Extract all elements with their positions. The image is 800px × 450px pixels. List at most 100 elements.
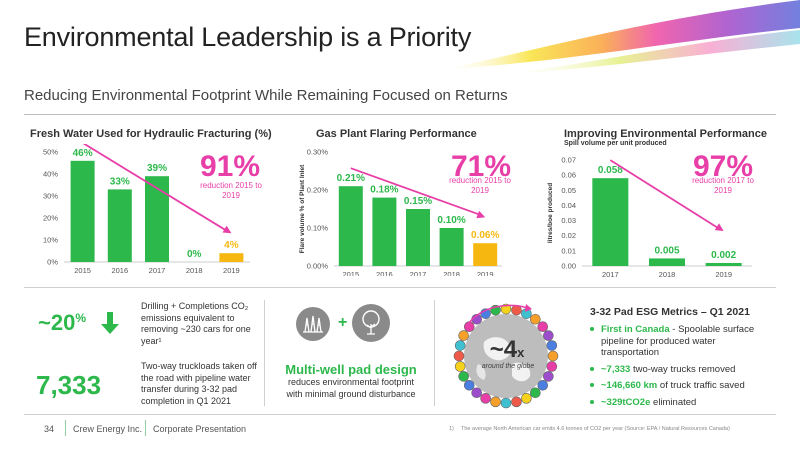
y-axis-label: litres/boe produced (547, 183, 554, 243)
chart-fresh-water: 0% 10% 20% 30% 40% 50% 46% 2015 33% 2016 39% 2017 0%… (43, 144, 250, 275)
globe-pipeline-illustration (453, 303, 559, 409)
well-pad-icon (296, 307, 330, 341)
globe-value: ~4 (489, 336, 518, 363)
y-tick-label: 50% (43, 148, 58, 157)
trend-arrow (609, 159, 721, 230)
data-label: 39% (147, 163, 167, 174)
header-divider (24, 114, 776, 115)
y-tick-label: 0.10% (307, 224, 329, 233)
trend-arrow (82, 144, 228, 232)
water-reduction-pct: 91% (199, 150, 261, 183)
data-label: 33% (110, 176, 130, 187)
trucks-metric-text: Two-way truckloads taken off the road wi… (141, 361, 257, 406)
esg-item-bold: First in Canada (601, 324, 670, 335)
data-label: 0.058 (598, 165, 623, 176)
flaring-reduction-pct: 71% (450, 150, 512, 183)
trucks-metric-value: 7,333 (36, 370, 102, 400)
pipeline-ring (453, 303, 559, 409)
bar (70, 160, 95, 262)
rainbow-swoosh-decoration (440, 0, 800, 75)
trend-arrow-head (222, 225, 232, 234)
metrics-divider-2 (434, 300, 435, 406)
x-tick-label: 2017 (149, 266, 166, 275)
y-tick-label: 30% (43, 192, 58, 201)
spill-reduction-pct: 97% (692, 150, 754, 183)
y-tick-label: 0.04 (561, 201, 576, 210)
esg-item-bold: ~329tCO2e (601, 396, 651, 408)
trend-arrow (350, 167, 482, 217)
bar (338, 186, 363, 266)
x-tick-label: 2017 (410, 270, 427, 276)
bar (649, 258, 685, 266)
y-tick-label: 0.30% (307, 148, 329, 157)
section-divider (24, 287, 776, 288)
co2-value: ~20 (38, 310, 76, 335)
bar (372, 197, 397, 266)
water-reduction-note: reduction 2015 to 2019 (200, 181, 262, 200)
chart-spill-title: Improving Environmental Performance (564, 128, 767, 140)
co2-metric-text: Drilling + Completions CO₂ emissions equ… (141, 301, 251, 346)
bar (107, 189, 132, 262)
y-tick-label: 20% (43, 214, 58, 223)
chart-spill-subtitle: Spill volume per unit produced (564, 140, 667, 147)
plus-sign: + (338, 314, 348, 331)
x-tick-label: 2017 (602, 270, 619, 279)
footer-sep-2 (145, 420, 146, 436)
trend-arrow-head (714, 223, 724, 231)
esg-item: ~146,660 km of truck traffic saved (590, 380, 776, 392)
chart-gas-flaring: 0.00% 0.10% 0.20% 0.30%Flare volume % of Pl… (299, 148, 502, 276)
page-title: Environmental Leadership is a Priority (24, 22, 472, 52)
pipeline-bead (511, 396, 522, 408)
esg-title: 3-32 Pad ESG Metrics – Q1 2021 (590, 306, 750, 318)
pipeline-bead (537, 380, 549, 391)
data-label: 0.15% (404, 196, 432, 207)
pipeline-bead (463, 380, 475, 391)
pipeline-bead (458, 371, 469, 382)
x-tick-label: 2019 (715, 270, 732, 279)
data-label: 0.005 (654, 245, 679, 256)
data-label: 0.10% (437, 215, 465, 226)
chart-flaring-title: Gas Plant Flaring Performance (316, 128, 477, 140)
page-number: 34 (44, 424, 55, 434)
y-tick-label: 0.00 (561, 262, 576, 271)
pipeline-bead (490, 396, 501, 408)
footnote-number: 1) (449, 426, 454, 432)
x-tick-label: 2018 (186, 266, 203, 275)
pipeline-bead (480, 393, 491, 404)
pipeline-bead (547, 350, 559, 362)
footnote-text: The average North American car emits 4.6… (461, 426, 730, 432)
metrics-divider-1 (264, 300, 265, 406)
y-tick-label: 0.02 (561, 231, 576, 240)
y-tick-label: 0.06 (561, 171, 576, 180)
x-tick-label: 2016 (376, 270, 393, 276)
globe-multiplier: ~4x (472, 336, 542, 364)
bar (219, 253, 244, 262)
esg-item-bold: ~146,660 km (601, 380, 658, 391)
co2-unit: % (75, 311, 86, 325)
pipeline-bead (471, 387, 482, 399)
pipeline-bead (543, 371, 554, 382)
x-tick-label: 2019 (223, 266, 240, 275)
footer-divider (24, 414, 776, 415)
pad-title: Multi-well pad design (285, 362, 417, 377)
x-tick-label: 2015 (342, 270, 359, 276)
x-tick-label: 2018 (659, 270, 676, 279)
x-tick-label: 2018 (443, 270, 460, 276)
pipeline-bead (537, 321, 549, 332)
esg-item: First in Canada - Spoolable surface pipe… (590, 324, 776, 359)
pipeline-bead (530, 387, 541, 399)
esg-item-text: eliminated (650, 396, 697, 408)
bar (439, 228, 464, 266)
esg-item: ~329tCO2e eliminated (590, 397, 776, 409)
pipeline-bead (521, 393, 532, 404)
esg-item-text: of truck traffic saved (657, 380, 745, 391)
pipeline-bead (454, 361, 466, 372)
x-tick-label: 2015 (74, 266, 91, 275)
tree-icon (352, 304, 390, 342)
data-label: 0.06% (471, 230, 499, 241)
y-tick-label: 0.03 (561, 216, 576, 225)
pipeline-bead (458, 330, 469, 341)
y-tick-label: 0.01 (561, 246, 576, 255)
bar (406, 209, 430, 266)
data-label: 0.002 (711, 250, 736, 261)
